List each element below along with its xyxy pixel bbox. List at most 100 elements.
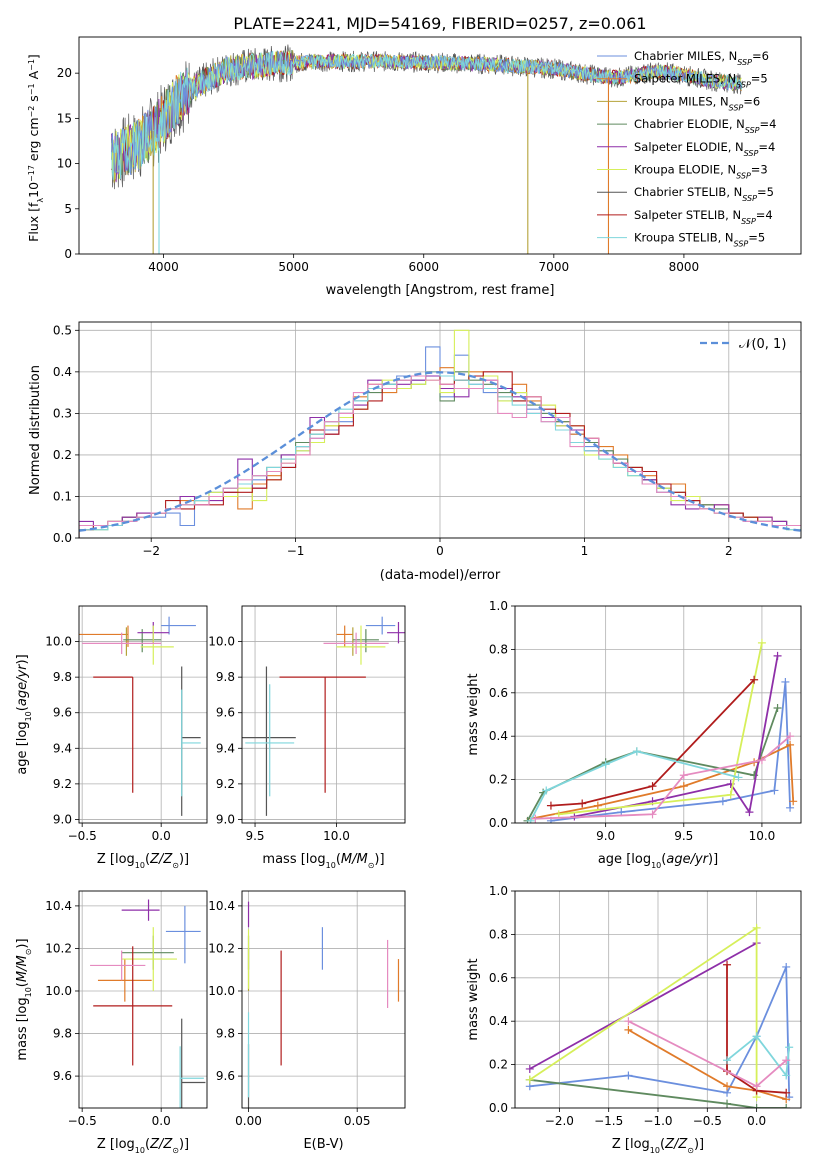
- y-tick-label: 9.4: [216, 741, 235, 755]
- y-tick-label: 10.0: [208, 984, 235, 998]
- y-axis-label: mass weight: [466, 958, 481, 1040]
- plot-area: [79, 891, 207, 1108]
- y-tick-label: 1.0: [489, 884, 508, 898]
- legend-label-segment: Kroupa ELODIE, N: [634, 163, 736, 177]
- label-segment: ⊙: [172, 861, 179, 870]
- label-segment: 10: [650, 1146, 660, 1155]
- weight-marker: [757, 638, 766, 647]
- label-segment: (: [336, 852, 341, 867]
- weight-line: [558, 642, 763, 816]
- label-segment: 10: [651, 861, 661, 870]
- x-tick-label: 0.0: [152, 1114, 171, 1128]
- y-tick-label: 9.4: [53, 741, 72, 755]
- weight-line: [550, 681, 791, 822]
- legend-label: Kroupa STELIB, NSSP=5: [634, 231, 765, 249]
- x-tick-label: 0.0: [152, 829, 171, 843]
- label-segment: erg cm: [26, 118, 41, 166]
- y-tick-label: 0.2: [489, 773, 508, 787]
- chart-weight_vs_Z: −2.0 −1.5 −1.0 −0.5 0.0 0.0 0.2 0.4 0.6 0.8 1.0 Z […: [466, 884, 802, 1155]
- y-tick-label: 0.0: [489, 816, 508, 830]
- axes-frame: [78, 605, 208, 824]
- weight-marker: [773, 703, 782, 712]
- y-tick-label: 9.2: [216, 777, 235, 791]
- y-tick-label: 9.8: [216, 1027, 235, 1041]
- weight-line: [627, 1029, 787, 1101]
- y-tick-label: 10.0: [208, 635, 235, 649]
- y-tick-label: 0.2: [489, 1058, 508, 1072]
- y-tick-label: 0: [64, 247, 72, 261]
- x-tick-label: 9.0: [596, 829, 615, 843]
- normal-curve: [79, 371, 801, 532]
- weight-marker: [785, 1043, 794, 1052]
- legend-label-segment: SSP: [736, 171, 751, 180]
- weight-marker: [601, 760, 610, 769]
- x-axis-label: mass [log10(M/M⊙)]: [262, 852, 384, 870]
- legend-label-segment: SSP: [744, 148, 759, 157]
- x-axis-label: Z [log10(Z/Z⊙)]: [97, 1137, 189, 1155]
- legend-label-segment: Chabrier ELODIE, N: [634, 117, 745, 131]
- legend-label: Kroupa ELODIE, NSSP=3: [634, 163, 768, 181]
- label-segment: age/yr: [666, 852, 709, 867]
- y-axis-label: mass [log10(M/M⊙)]: [15, 938, 33, 1060]
- label-segment: −17: [27, 165, 36, 182]
- label-segment: ⊙: [172, 1146, 179, 1155]
- label-segment: )]: [694, 1137, 704, 1152]
- y-tick-label: 9.2: [53, 777, 72, 791]
- label-segment: )]: [374, 852, 384, 867]
- label-segment: Z/Z: [149, 1137, 173, 1152]
- x-tick-label: 7000: [539, 260, 570, 274]
- label-segment: )]: [179, 852, 189, 867]
- x-axis-label: (data-model)/error: [380, 568, 501, 583]
- weight-line: [726, 1035, 791, 1078]
- legend-label-segment: SSP: [729, 103, 744, 112]
- weight-marker: [525, 1064, 534, 1073]
- legend-label: Chabrier STELIB, NSSP=5: [634, 185, 774, 203]
- label-segment: ]: [26, 54, 41, 59]
- y-tick-label: 10.4: [45, 899, 72, 913]
- figure-title: PLATE=2241, MJD=54169, FIBERID=0257, z=0…: [233, 14, 646, 33]
- legend-label-segment: =4: [760, 117, 777, 131]
- label-segment: s: [26, 95, 41, 106]
- weight-marker: [773, 651, 782, 660]
- legend-label: 𝒩(0, 1): [739, 337, 786, 352]
- weight-marker: [593, 801, 602, 810]
- weight-marker: [786, 803, 795, 812]
- x-axis-label: Z [log10(Z/Z⊙)]: [612, 1137, 704, 1155]
- y-axis-label: mass weight: [466, 673, 481, 755]
- plot-area: [515, 891, 801, 1108]
- label-segment: ⊙: [24, 949, 33, 956]
- axes-frame: [78, 36, 802, 255]
- spectrum-line: [111, 50, 743, 181]
- y-tick-label: 9.6: [216, 1069, 235, 1083]
- x-tick-label: 0.0: [747, 1114, 766, 1128]
- weight-line: [530, 743, 795, 820]
- x-tick-label: 10.0: [749, 829, 776, 843]
- y-tick-label: 15: [57, 111, 72, 125]
- plot-area: [79, 322, 801, 538]
- axes-frame: [241, 605, 406, 824]
- y-tick-label: 10.4: [208, 899, 235, 913]
- label-segment: Z [log: [612, 1137, 650, 1152]
- y-tick-label: 9.8: [216, 670, 235, 684]
- x-axis-label: Z [log10(Z/Z⊙)]: [97, 852, 189, 870]
- chart-weight_vs_age: 9.0 9.5 10.0 0.0 0.2 0.4 0.6 0.8 1.0 age [log10(a…: [466, 599, 802, 870]
- legend-label: Salpeter MILES, NSSP=5: [634, 72, 768, 90]
- x-tick-label: 0.00: [235, 1114, 262, 1128]
- label-segment: (: [660, 1137, 665, 1152]
- weight-marker: [718, 797, 727, 806]
- legend-label-segment: Salpeter ELODIE, N: [634, 140, 744, 154]
- weight-marker: [723, 1082, 732, 1091]
- legend-label-segment: Chabrier MILES, N: [634, 49, 737, 63]
- x-tick-label: 2: [725, 544, 733, 558]
- axes-frame: [78, 890, 208, 1109]
- weight-marker: [752, 923, 761, 932]
- y-tick-label: 9.6: [53, 1069, 72, 1083]
- plot-area: [242, 606, 405, 823]
- plot-area: [79, 606, 207, 823]
- weight-marker: [632, 747, 641, 756]
- weight-line: [726, 964, 787, 1094]
- weight-marker: [531, 814, 540, 823]
- x-axis-label: E(B-V): [303, 1137, 343, 1152]
- y-tick-label: 0.6: [489, 686, 508, 700]
- legend-label-segment: =6: [752, 49, 769, 63]
